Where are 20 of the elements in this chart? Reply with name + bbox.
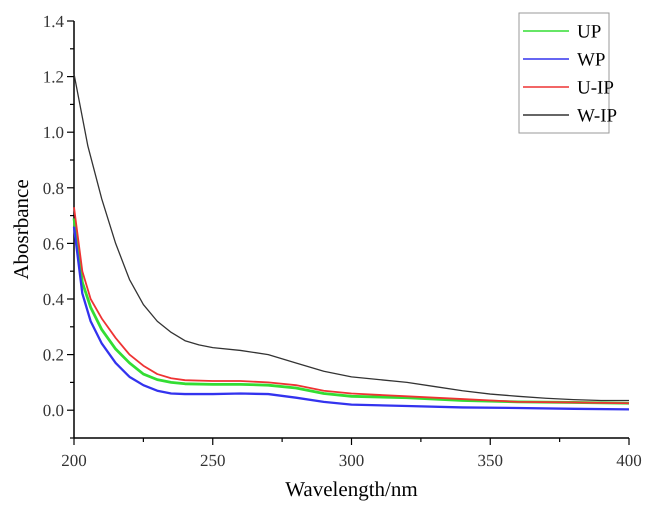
y-tick-label: 1.4 [42, 12, 64, 31]
legend-label: WP [577, 50, 606, 71]
x-tick-label: 400 [616, 451, 642, 470]
y-tick-label: 1.0 [42, 123, 64, 142]
line-series [73, 73, 630, 402]
y-tick-label: 0.8 [42, 178, 64, 198]
y-tick-label: 1.2 [42, 68, 64, 87]
y-tick-label: 0.0 [42, 401, 64, 420]
legend-label: U-IP [577, 78, 614, 99]
legend-label: UP [577, 22, 602, 43]
x-tick-label: 250 [200, 451, 226, 470]
y-tick-label: 0.4 [42, 290, 64, 309]
y-tick-label: 0.2 [42, 346, 64, 365]
legend-label: W-IP [577, 106, 618, 127]
y-axis-title: Abosrbance [9, 179, 33, 280]
x-tick-label: 300 [338, 451, 364, 470]
x-tick-label: 200 [61, 451, 87, 470]
x-tick-label: 350 [478, 451, 503, 470]
y-tick-label: 0.6 [42, 234, 64, 254]
x-axis-title: Wavelength/nm [285, 477, 418, 501]
